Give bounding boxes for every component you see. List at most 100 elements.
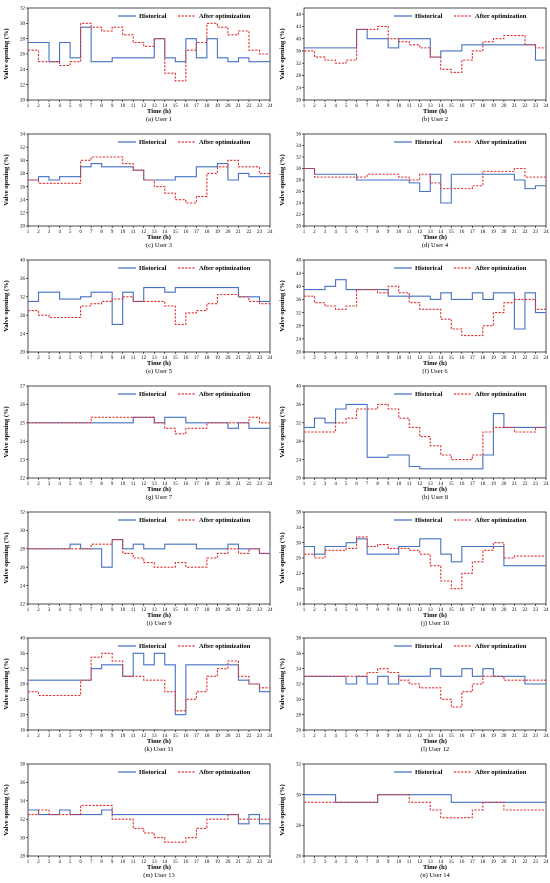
- y-tick-label: 23: [20, 458, 26, 463]
- legend-label-after-optimization: After optimization: [475, 391, 527, 398]
- legend-label-after-optimization: After optimization: [475, 13, 527, 20]
- x-tick-label: 14: [162, 356, 168, 361]
- x-tick-label: 19: [491, 356, 497, 361]
- x-tick-label: 22: [246, 356, 252, 361]
- y-tick-label: 40: [296, 37, 302, 42]
- x-tick-label: 21: [236, 608, 242, 613]
- y-tick-label: 32: [296, 763, 302, 768]
- x-tick-label: 18: [204, 734, 210, 739]
- x-tick-label: 10: [396, 608, 402, 613]
- y-tick-label: 20: [296, 99, 302, 104]
- legend: Historical After optimization: [118, 643, 251, 650]
- x-tick-label: 8: [376, 482, 379, 487]
- y-tick-label: 26: [20, 185, 26, 190]
- x-tick-label: 21: [236, 356, 242, 361]
- y-tick-label: 30: [296, 167, 302, 172]
- series-after-optimization: [28, 22, 270, 82]
- x-tick-label: 17: [470, 734, 476, 739]
- x-tick-label: 11: [407, 734, 412, 739]
- series-after-optimization: [28, 293, 271, 325]
- x-tick-label: 12: [417, 608, 423, 613]
- y-tick-label: 18: [296, 587, 302, 592]
- legend-label-historical: Historical: [139, 517, 167, 524]
- x-tick-label: 16: [183, 482, 189, 487]
- panel-caption: (j) User 10: [421, 620, 449, 627]
- x-tick-label: 22: [522, 104, 528, 109]
- x-tick-label: 3: [324, 230, 327, 235]
- x-tick-label: 15: [173, 608, 179, 613]
- x-tick-label: 24: [544, 230, 550, 235]
- x-tick-label: 24: [268, 356, 274, 361]
- y-tick-label: 28: [296, 179, 302, 184]
- y-tick-label: 36: [296, 652, 302, 657]
- series-historical: [304, 28, 546, 61]
- x-tick-label: 11: [407, 860, 412, 865]
- legend-label-after-optimization: After optimization: [199, 13, 251, 20]
- y-axis-title: Valve opening (%): [3, 406, 10, 457]
- y-tick-label: 26: [296, 729, 302, 734]
- panel-caption: (h) User 8: [422, 494, 448, 501]
- x-tick-label: 12: [141, 356, 147, 361]
- y-tick-label: 28: [296, 324, 302, 329]
- y-tick-label: 34: [296, 144, 302, 149]
- panel-caption: (b) User 2: [422, 116, 448, 123]
- x-tick-label: 13: [152, 482, 158, 487]
- y-tick-label: 32: [20, 818, 26, 823]
- x-tick-label: 2: [313, 482, 316, 487]
- x-tick-label: 11: [131, 482, 136, 487]
- x-tick-label: 6: [355, 860, 358, 865]
- x-tick-label: 5: [345, 734, 348, 739]
- x-tick-label: 17: [194, 608, 200, 613]
- x-tick-label: 9: [387, 482, 390, 487]
- x-tick-label: 2: [313, 608, 316, 613]
- x-tick-label: 18: [204, 230, 210, 235]
- x-tick-label: 7: [90, 482, 93, 487]
- x-tick-label: 5: [345, 356, 348, 361]
- x-tick-label: 15: [449, 104, 455, 109]
- legend-label-after-optimization: After optimization: [475, 769, 527, 776]
- x-tick-label: 7: [366, 734, 369, 739]
- x-tick-label: 21: [512, 734, 518, 739]
- x-tick-label: 3: [48, 860, 51, 865]
- x-tick-label: 19: [491, 230, 497, 235]
- x-tick-label: 7: [366, 104, 369, 109]
- x-tick-label: 12: [141, 230, 147, 235]
- x-tick-label: 9: [387, 230, 390, 235]
- y-tick-label: 38: [20, 763, 26, 768]
- y-tick-label: 34: [296, 526, 302, 531]
- legend-label-historical: Historical: [139, 139, 167, 146]
- x-tick-label: 13: [428, 482, 434, 487]
- x-tick-label: 1: [303, 734, 306, 739]
- x-tick-label: 2: [313, 734, 316, 739]
- x-tick-label: 10: [120, 608, 126, 613]
- x-tick-label: 14: [438, 230, 444, 235]
- x-tick-label: 6: [355, 608, 358, 613]
- y-tick-label: 28: [20, 314, 26, 319]
- x-tick-label: 8: [100, 482, 103, 487]
- x-tick-label: 16: [459, 860, 465, 865]
- y-axis-title: Valve opening (%): [279, 406, 286, 457]
- x-tick-label: 2: [313, 356, 316, 361]
- x-tick-label: 17: [470, 230, 476, 235]
- x-tick-label: 20: [501, 356, 507, 361]
- x-tick-label: 19: [215, 482, 221, 487]
- panel-caption: (k) User 11: [144, 746, 173, 753]
- x-tick-label: 19: [491, 860, 497, 865]
- y-tick-label: 32: [296, 683, 302, 688]
- x-tick-label: 1: [303, 230, 306, 235]
- y-axis-title: Valve opening (%): [279, 658, 286, 709]
- panel-caption: (c) User 3: [146, 242, 172, 249]
- y-axis-title: Valve opening (%): [279, 280, 286, 331]
- legend: Historical After optimization: [118, 13, 251, 20]
- series-historical: [304, 279, 547, 330]
- x-tick-label: 23: [533, 356, 539, 361]
- y-tick-label: 28: [20, 172, 26, 177]
- y-tick-label: 24: [20, 332, 26, 337]
- legend-label-after-optimization: After optimization: [475, 643, 527, 650]
- y-tick-label: 36: [20, 652, 26, 657]
- x-tick-label: 15: [173, 356, 179, 361]
- x-tick-label: 5: [345, 104, 348, 109]
- y-tick-label: 28: [20, 855, 26, 860]
